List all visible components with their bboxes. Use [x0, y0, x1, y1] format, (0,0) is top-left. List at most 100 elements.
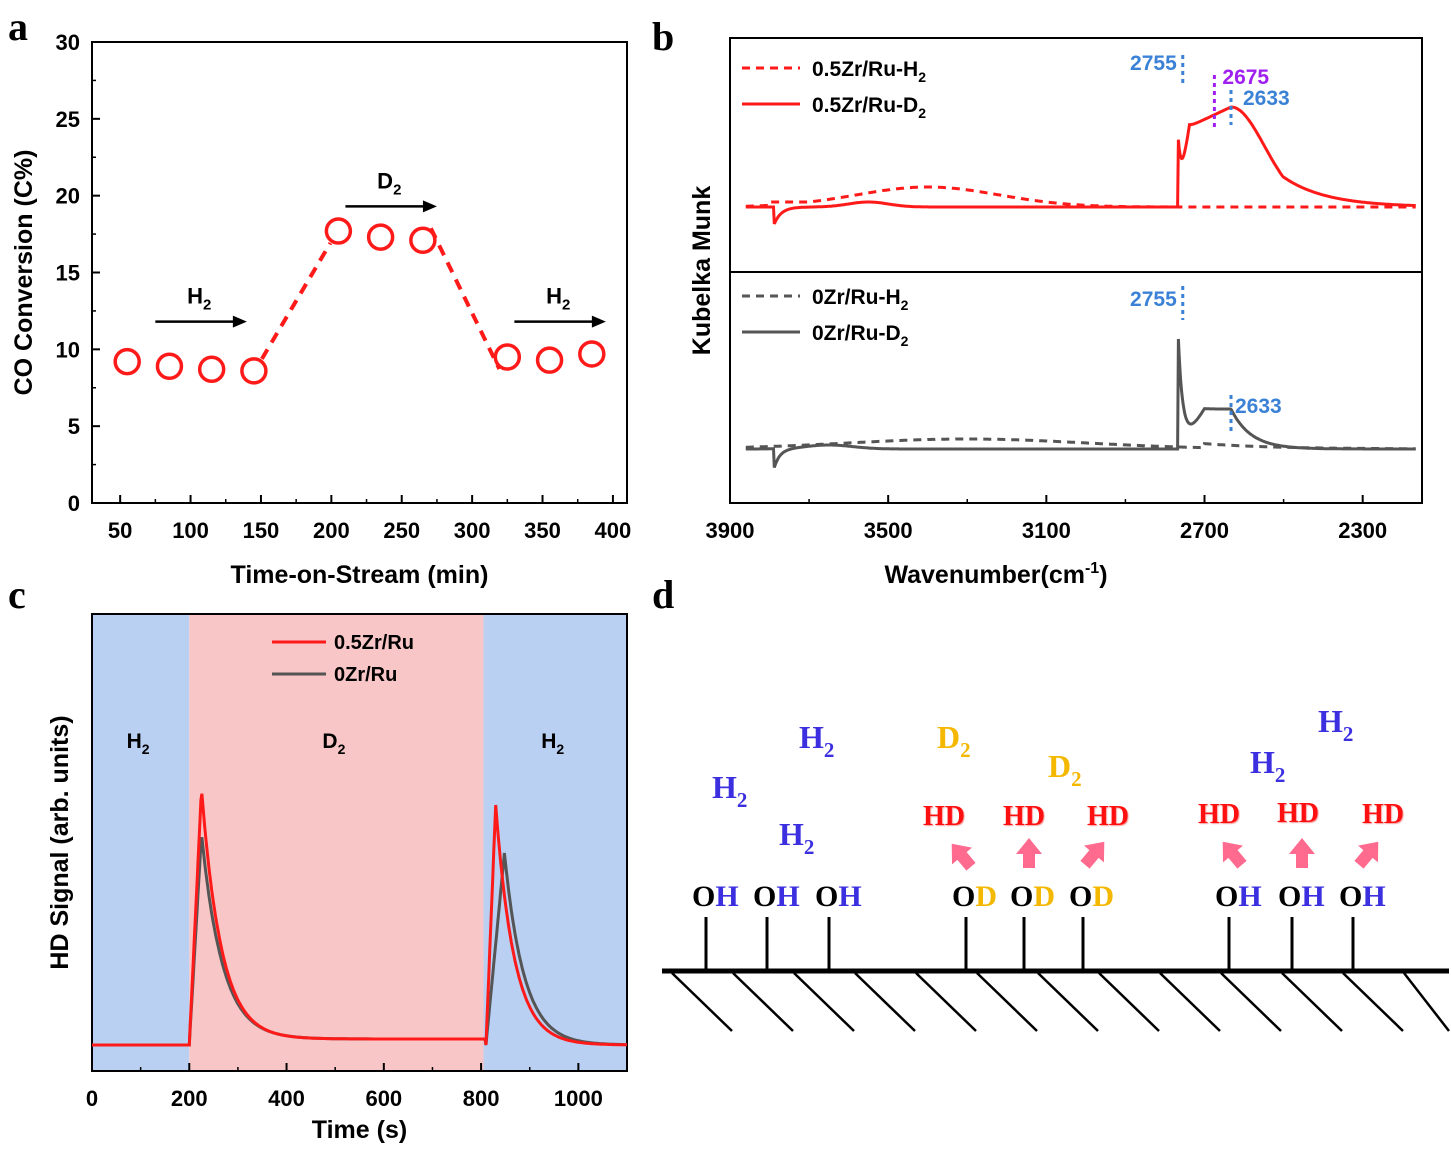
x-tick-label: 600: [365, 1086, 402, 1111]
d2-molecule: D2: [937, 719, 971, 762]
dashed-connector: [260, 241, 333, 360]
surface-hatch: [915, 972, 977, 1032]
data-point: [197, 355, 226, 384]
panel-letter-a: a: [8, 4, 28, 49]
arrowhead-icon: [422, 200, 437, 213]
hd-molecule: HD: [1277, 798, 1319, 829]
y-tick-label: 25: [56, 107, 80, 132]
x-tick-label: 50: [108, 518, 132, 543]
x-tick-label: 150: [243, 518, 280, 543]
hydroxyl-group: OD: [1069, 880, 1114, 913]
surface-hatch: [1220, 972, 1282, 1032]
x-tick-label: 3900: [706, 518, 755, 543]
legend-label: 0.5Zr/Ru-H2: [812, 58, 926, 85]
x-tick-label: 800: [463, 1086, 500, 1111]
x-tick-label: 3100: [1022, 518, 1071, 543]
hd-molecule: HD: [923, 801, 965, 832]
plot-frame: [729, 37, 1423, 504]
y-tick-label: 30: [56, 30, 80, 55]
phase-region: [189, 614, 484, 1071]
series-line-0.5Zr-Ru: [92, 793, 627, 1047]
x-axis-label: Time (s): [312, 1116, 407, 1144]
hydroxyl-group: OH: [753, 880, 800, 913]
y-tick-label: 15: [56, 261, 80, 286]
data-point: [324, 217, 353, 245]
x-tick-label: 1000: [554, 1086, 603, 1111]
series-line-0.5Zr-Ru-H2: [745, 185, 1416, 209]
surface-hatch: [1281, 972, 1343, 1032]
panel-c-hd-signal-chart: H2 D2 H2 0 200 400 600 800 1000 Time (s) HD Signal…: [46, 613, 628, 1144]
legend-label: 0.5Zr/Ru: [334, 632, 414, 654]
panel-b-drifts-chart: 3900 3500 3100 2700 2300 Wavenumber(cm-1) Kube…: [688, 37, 1423, 589]
surface-hatch: [1403, 972, 1450, 1032]
peak-label: 2755: [1130, 288, 1177, 311]
arrow-up-icon: [1016, 838, 1042, 868]
data-point: [366, 223, 395, 251]
d2-molecule: D2: [1048, 748, 1082, 791]
phase-label: H2: [127, 730, 150, 757]
x-tick-label: 3500: [864, 518, 913, 543]
y-tick-label: 20: [56, 184, 80, 209]
hd-molecule: HD: [1003, 801, 1045, 832]
x-tick-label: 0: [86, 1086, 98, 1111]
panel-letter-d: d: [652, 572, 674, 617]
x-tick-label: 200: [313, 518, 350, 543]
y-tick-label: 10: [56, 337, 80, 362]
legend-label: 0Zr/Ru: [334, 664, 397, 686]
surface-hatch: [854, 972, 916, 1032]
hydroxyl-group: OH: [692, 880, 739, 913]
y-tick-label: 5: [68, 414, 80, 439]
arrow-up-icon: [1289, 838, 1315, 868]
x-tick-label: 400: [268, 1086, 305, 1111]
panel-a-co-conversion-chart: 50 100 150 200 250 300 350 400 0 5 10 15 20 25 30 Time-…: [10, 30, 631, 589]
x-axis-label: Time-on-Stream (min): [231, 561, 489, 589]
data-point: [113, 347, 141, 376]
x-tick-label: 100: [172, 518, 209, 543]
arrow-up-icon: [1354, 841, 1379, 869]
x-tick-label: 300: [454, 518, 491, 543]
panel-letter-c: c: [8, 572, 26, 617]
arrow-up-icon: [1222, 841, 1247, 869]
annotation-label: H2: [187, 284, 211, 314]
legend-label: 0.5Zr/Ru-D2: [812, 94, 926, 121]
h2-molecule: H2: [1250, 744, 1285, 787]
annotation-label: H2: [546, 284, 570, 314]
plot-frame: [91, 613, 628, 1072]
y-axis-label: Kubelka Munk: [688, 186, 716, 356]
data-point: [155, 352, 184, 380]
hd-molecule: HD: [1198, 799, 1240, 830]
hydroxyl-group: OD: [1010, 880, 1055, 913]
x-tick-label: 350: [524, 518, 561, 543]
arrowhead-icon: [232, 315, 247, 328]
arrowhead-icon: [591, 315, 606, 328]
series-line-0Zr-Ru-D2: [745, 338, 1416, 468]
x-tick-label: 2300: [1338, 518, 1387, 543]
hydroxyl-group: OD: [952, 880, 997, 913]
h2-molecule: H2: [712, 769, 747, 812]
x-tick-label: 200: [171, 1086, 208, 1111]
arrow-up-icon: [1080, 841, 1105, 869]
data-point: [535, 346, 564, 374]
y-tick-label: 0: [68, 491, 80, 516]
surface-hatch: [1037, 972, 1099, 1032]
x-tick-label: 400: [595, 518, 632, 543]
data-point: [409, 226, 437, 254]
surface-hatch: [732, 972, 794, 1032]
hydroxyl-group: OH: [1215, 880, 1262, 913]
h2-molecule: H2: [799, 719, 834, 762]
y-axis-label: CO Conversion (C%): [10, 150, 38, 396]
x-tick-label: 2700: [1180, 518, 1229, 543]
legend-label: 0Zr/Ru-D2: [812, 322, 909, 349]
peak-label: 2633: [1235, 395, 1282, 418]
hydroxyl-group: OH: [815, 880, 862, 913]
hydroxyl-group: OH: [1339, 880, 1386, 913]
hd-molecule: HD: [1087, 801, 1129, 832]
surface-hatch: [1098, 972, 1160, 1032]
panel-letter-b: b: [652, 14, 674, 59]
phase-label: D2: [322, 730, 345, 757]
legend-label: 0Zr/Ru-H2: [812, 286, 909, 313]
hd-molecule: HD: [1362, 799, 1404, 830]
surface-hatch: [976, 972, 1038, 1032]
